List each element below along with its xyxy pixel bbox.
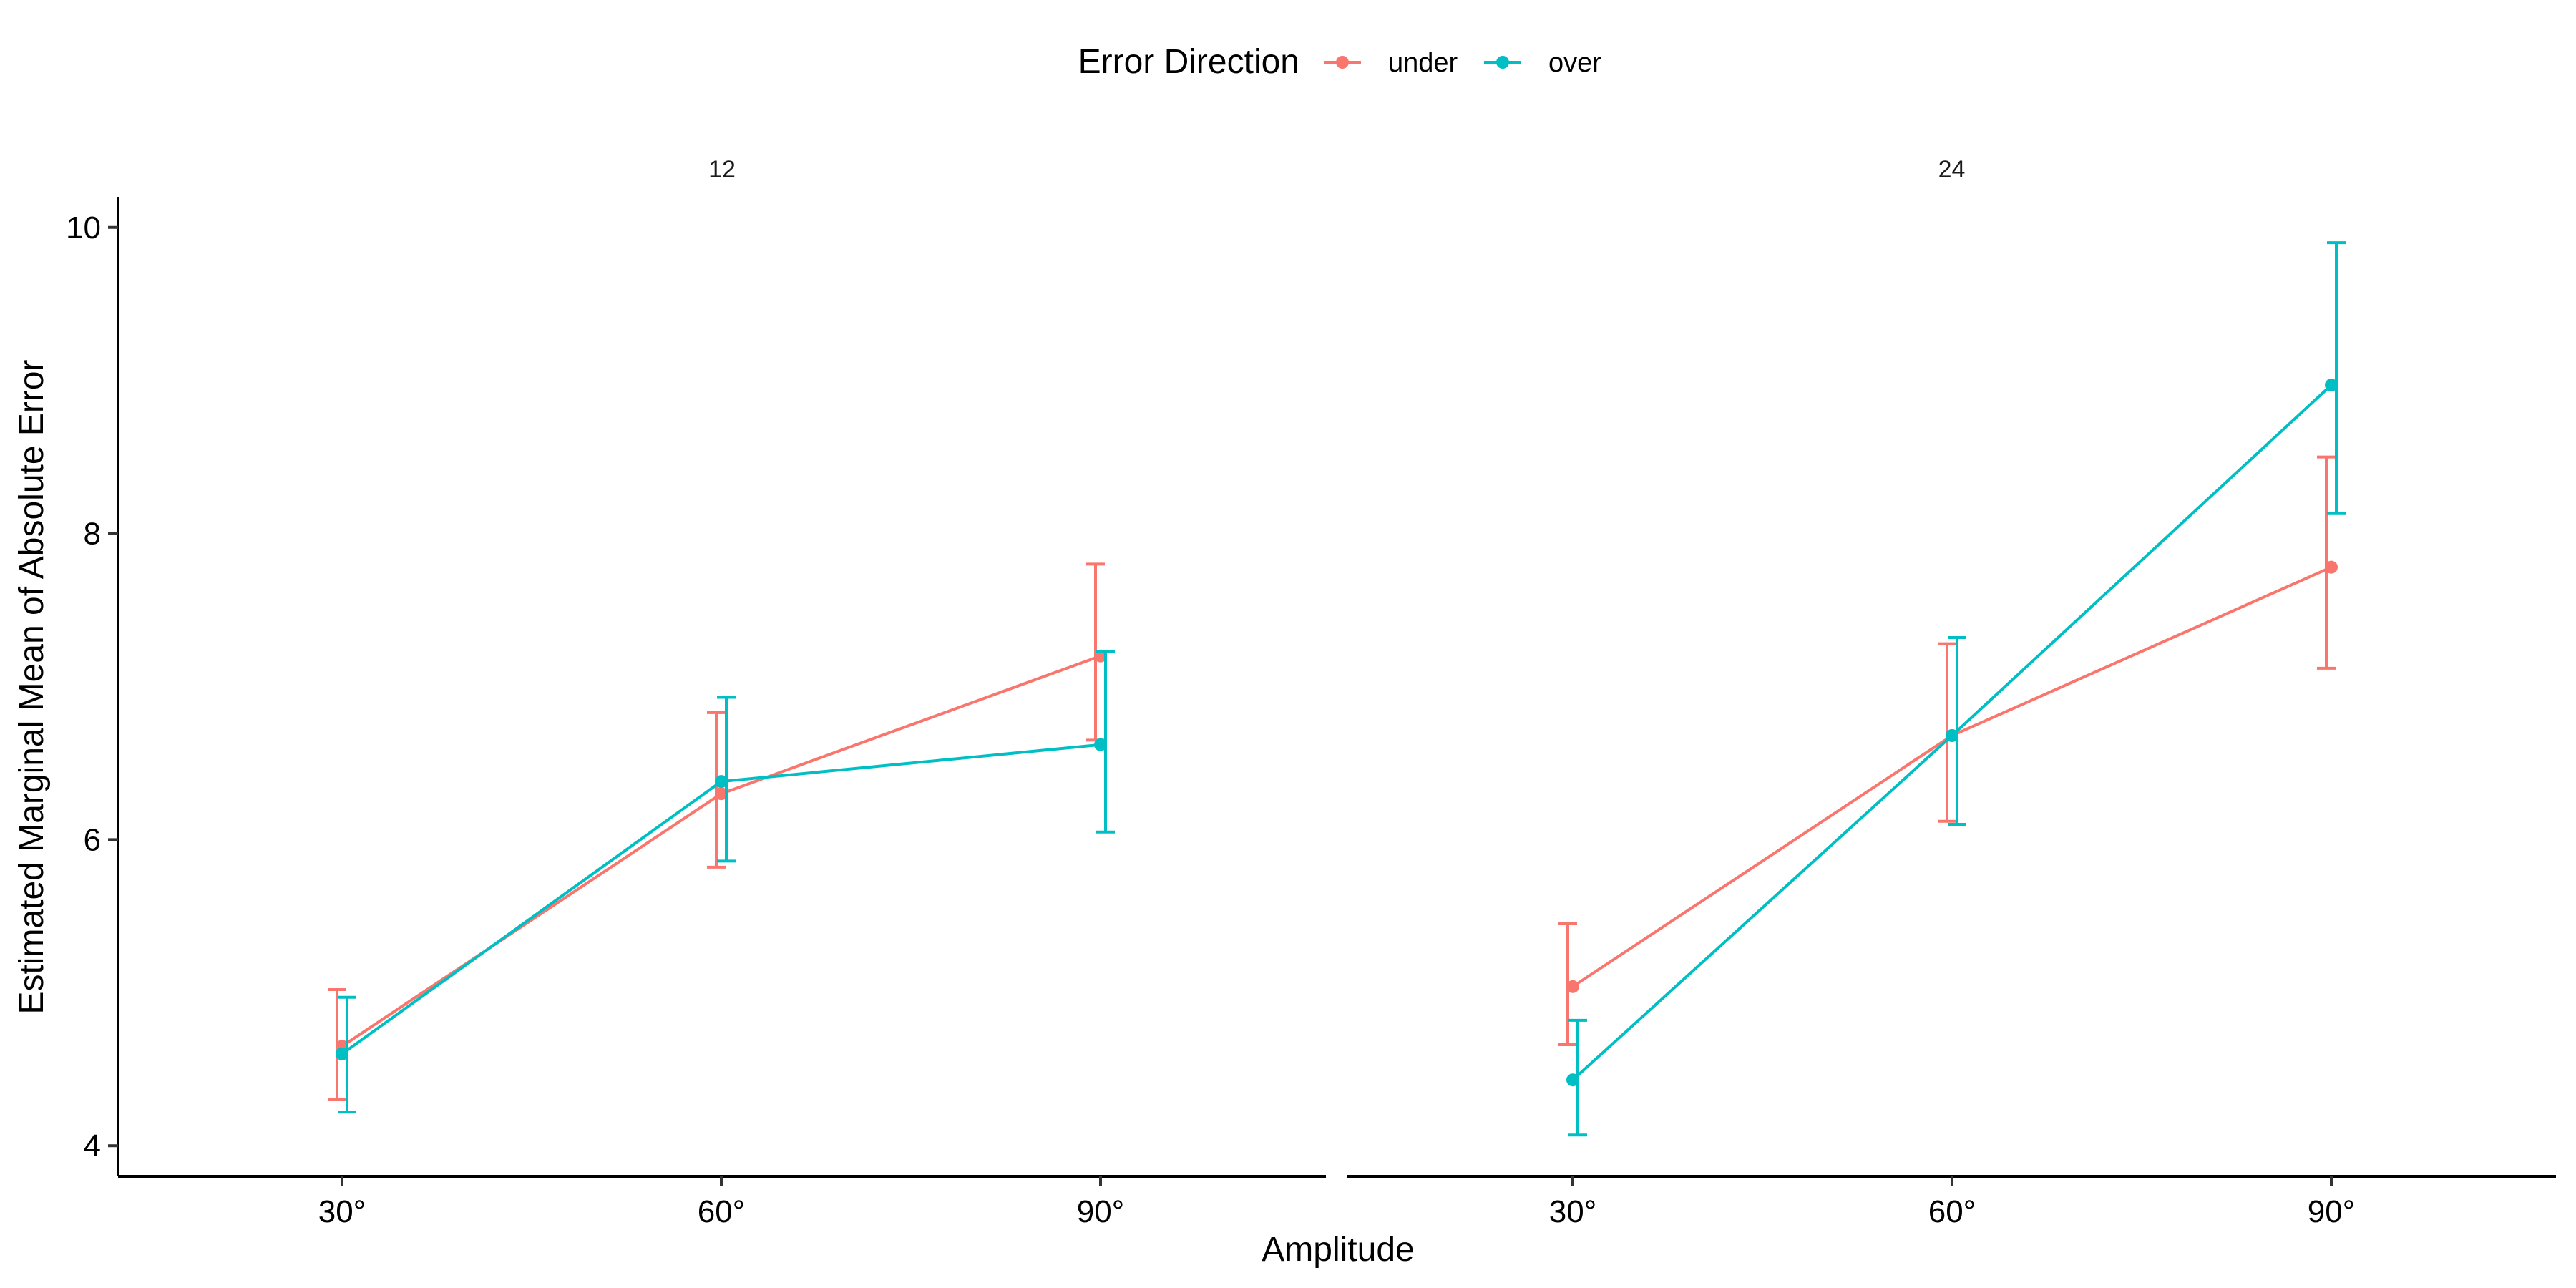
panel-24: 24 30° 60° 90° [1347,156,2556,1229]
panel-12: 12 30° 60° 90° [118,156,1326,1229]
x-tick-label: 30° [1549,1194,1597,1229]
axes: 4 6 8 10 [66,197,119,1176]
series-over [1566,241,2346,1137]
series-line-under [1571,565,2332,988]
x-tick-label: 60° [1928,1194,1976,1229]
error-bar [2327,241,2346,515]
y-axis-title: Estimated Marginal Mean of Absolute Erro… [13,359,51,1014]
legend-key-point [1496,56,1509,69]
data-point-over [1566,1073,1579,1087]
x-tick-label: 90° [2308,1194,2356,1229]
data-point-under [715,787,728,801]
data-point-over [1946,728,1958,742]
panel-strip-label: 12 [708,156,736,183]
legend-label: over [1548,48,1601,78]
y-tick-label: 8 [84,517,101,552]
series-line-under [341,654,1101,1048]
y-tick-label: 4 [84,1128,101,1163]
x-tick-label: 90° [1077,1194,1125,1229]
legend-title: Error Direction [1078,43,1299,81]
legend-item-over: over [1484,48,1601,78]
error-bar [2317,455,2336,670]
panels: 12 30° 60° 90° 24 30° 60° 90° [118,156,2556,1229]
data-point-over [2325,379,2338,392]
panel-strip-label: 24 [1938,156,1966,183]
legend: Error Direction under over [1078,43,1602,81]
y-tick-label: 6 [84,822,101,857]
data-point-under [1566,980,1579,993]
x-axis-title: Amplitude [1262,1231,1414,1269]
legend-item-under: under [1324,48,1458,78]
series-over [336,650,1115,1114]
error-bar [1948,636,1966,826]
data-point-over [715,775,728,789]
series-under [328,562,1107,1102]
data-point-over [336,1047,348,1060]
x-tick-label: 60° [698,1194,746,1229]
legend-key-point [1336,56,1349,69]
x-tick-label: 30° [318,1194,366,1229]
data-point-over [1094,738,1107,751]
data-point-under [2325,560,2338,574]
y-tick-label: 10 [66,210,101,245]
series-under [1558,455,2338,1047]
legend-label: under [1388,48,1458,78]
